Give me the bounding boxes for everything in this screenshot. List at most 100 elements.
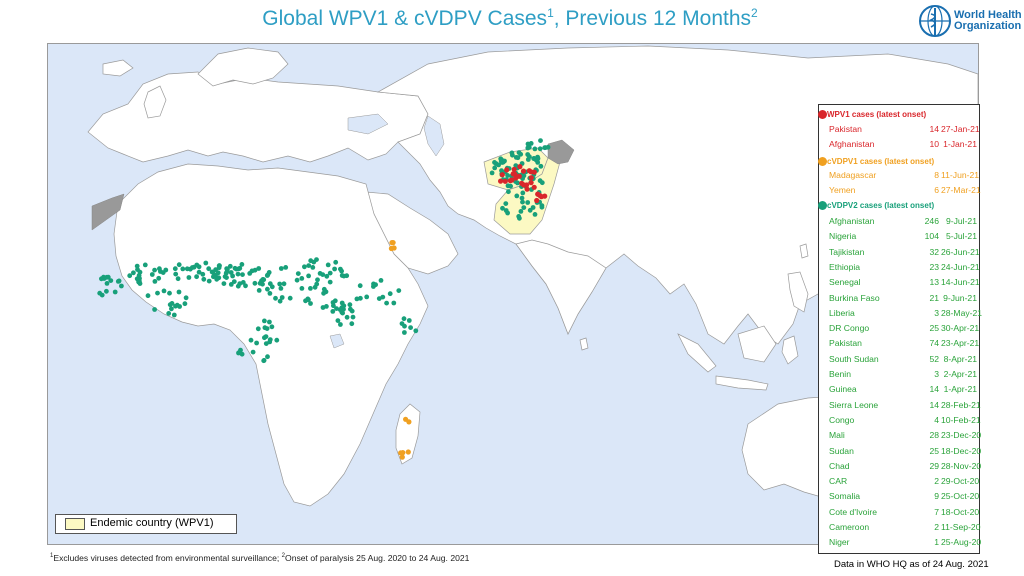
cvdpv2-case-dot — [330, 309, 336, 314]
cvdpv2-case-dot — [533, 157, 539, 163]
cvdpv2-case-dot — [274, 337, 280, 343]
cvdpv2-dot-icon — [818, 201, 827, 210]
who-name-line2: Organization — [954, 20, 1022, 32]
cvdpv2-case-dot — [112, 289, 118, 295]
cvdpv2-country: DR Congo — [829, 323, 870, 334]
cvdpv2-row: Senegal 13 14-Jun-21 — [829, 277, 980, 289]
wpv1-header: WPV1 cases (latest onset) — [827, 110, 927, 119]
cvdpv2-count: 52 — [929, 353, 939, 364]
wpv1-case-dot — [524, 182, 530, 188]
wpv1-case-dot — [528, 180, 534, 186]
cvdpv2-case-dot — [240, 272, 245, 277]
cvdpv2-case-dot — [115, 279, 121, 284]
cvdpv2-row: Somalia 9 25-Oct-20 — [829, 491, 980, 503]
cvdpv2-case-dot — [519, 195, 525, 201]
cvdpv2-case-dot — [264, 326, 270, 331]
cvdpv2-case-dot — [532, 212, 538, 217]
cvdpv2-country: Chad — [829, 460, 850, 471]
cvdpv2-count: 14 — [929, 384, 939, 395]
cvdpv2-case-dot — [308, 258, 314, 264]
cvdpv2-case-dot — [324, 273, 330, 279]
cvdpv2-case-dot — [306, 297, 311, 303]
cvdpv2-count: 14 — [929, 399, 939, 410]
cvdpv2-case-dot — [340, 310, 345, 316]
cvdpv2-case-dot — [310, 265, 316, 270]
land-borneo — [737, 325, 777, 363]
wpv1-case-dot — [524, 186, 530, 192]
cvdpv2-country: Cameroon — [829, 522, 870, 532]
cvdpv2-case-dot — [180, 266, 186, 272]
land-madagascar — [395, 403, 421, 465]
cvdpv2-case-dot — [295, 271, 301, 276]
cvdpv2-case-dot — [335, 318, 341, 323]
cvdpv2-onset-date: 25-Oct-20 — [941, 491, 980, 502]
wpv1-case-dot — [502, 178, 508, 184]
cvdpv2-case-dot — [509, 150, 515, 156]
who-emblem-icon — [919, 5, 951, 37]
cvdpv2-row: Sudan 25 18-Dec-20 — [829, 446, 981, 458]
cvdpv2-case-dot — [200, 271, 206, 277]
cvdpv2-row: Congo 4 10-Feb-21 — [829, 414, 981, 427]
cvdpv2-case-dot — [344, 314, 350, 320]
cvdpv2-case-dot — [228, 282, 234, 287]
cvdpv2-case-dot — [267, 339, 273, 345]
cvdpv2-case-dot — [176, 262, 182, 268]
cvdpv2-case-dot — [371, 281, 376, 287]
cvdpv2-count: 7 — [934, 506, 939, 517]
cvdpv2-case-dot — [537, 146, 543, 152]
cvdpv2-row: Nigeria 104 5-Jul-21 — [829, 231, 977, 243]
cvdpv2-row: CAR 2 29-Oct-20 — [829, 476, 979, 488]
cvdpv2-case-dot — [496, 162, 501, 168]
cvdpv2-onset-date: 10-Feb-21 — [941, 414, 981, 425]
cvdpv2-case-dot — [236, 266, 242, 272]
cvdpv2-case-dot — [364, 294, 370, 300]
cvdpv2-case-dot — [149, 272, 155, 277]
wpv1-count: 14 — [929, 124, 939, 134]
cvdpv1-case-dot — [403, 416, 409, 422]
cvdpv2-onset-date: 30-Apr-21 — [941, 323, 980, 334]
wpv1-case-dot — [531, 184, 537, 190]
cvdpv2-case-dot — [119, 283, 124, 289]
cvdpv2-row: Burkina Faso 21 9-Jun-21 — [829, 293, 977, 305]
cvdpv2-case-dot — [306, 263, 312, 268]
cvdpv2-onset-date: 28-Feb-21 — [941, 399, 981, 410]
cvdpv2-case-dot — [215, 270, 221, 276]
wpv1-row: Afghanistan 10 1-Jan-21 — [829, 139, 977, 151]
cvdpv2-case-dot — [525, 145, 531, 151]
cvdpv2-case-dot — [516, 150, 522, 155]
cvdpv2-case-dot — [294, 277, 300, 283]
cvdpv2-case-dot — [413, 328, 419, 334]
cvdpv2-case-dot — [338, 266, 343, 272]
cvdpv2-case-dot — [173, 271, 179, 277]
cvdpv2-case-dot — [308, 301, 313, 306]
cvdpv2-case-dot — [267, 319, 272, 325]
cvdpv2-case-dot — [145, 293, 151, 299]
cvdpv2-count: 1 — [934, 537, 939, 548]
cvdpv2-case-dot — [408, 325, 413, 330]
cvdpv2-case-dot — [347, 302, 353, 308]
wpv1-row: Pakistan 14 27-Jan-21 — [829, 124, 980, 136]
cvdpv2-case-dot — [539, 203, 545, 209]
cvdpv2-case-dot — [108, 278, 114, 283]
cvdpv2-country: Guinea — [829, 384, 857, 395]
cvdpv2-count: 3 — [934, 369, 939, 379]
cvdpv2-case-dot — [99, 276, 104, 282]
wpv1-case-dot — [498, 178, 504, 184]
case-legend: WPV1 cases (latest onset) Pakistan 14 27-J… — [818, 104, 982, 554]
cvdpv2-case-dot — [248, 337, 254, 343]
cvdpv2-case-dot — [287, 295, 293, 301]
wpv1-case-dot — [504, 167, 510, 173]
cvdpv2-case-dot — [167, 290, 172, 296]
cvdpv2-case-dot — [277, 298, 283, 304]
cvdpv2-onset-date: 28-Nov-20 — [941, 460, 982, 471]
cvdpv2-case-dot — [206, 266, 212, 272]
cvdpv2-case-dot — [173, 303, 178, 309]
cvdpv2-case-dot — [527, 207, 533, 213]
cvdpv2-case-dot — [252, 280, 258, 286]
cvdpv2-count: 13 — [929, 277, 939, 288]
cvdpv2-case-dot — [266, 270, 272, 275]
endemic-pakistan — [493, 157, 561, 235]
cvdpv2-case-dot — [279, 295, 285, 300]
who-name-line1: World Health — [954, 9, 1022, 21]
cvdpv2-row: Benin 3 2-Apr-21 — [829, 369, 977, 381]
